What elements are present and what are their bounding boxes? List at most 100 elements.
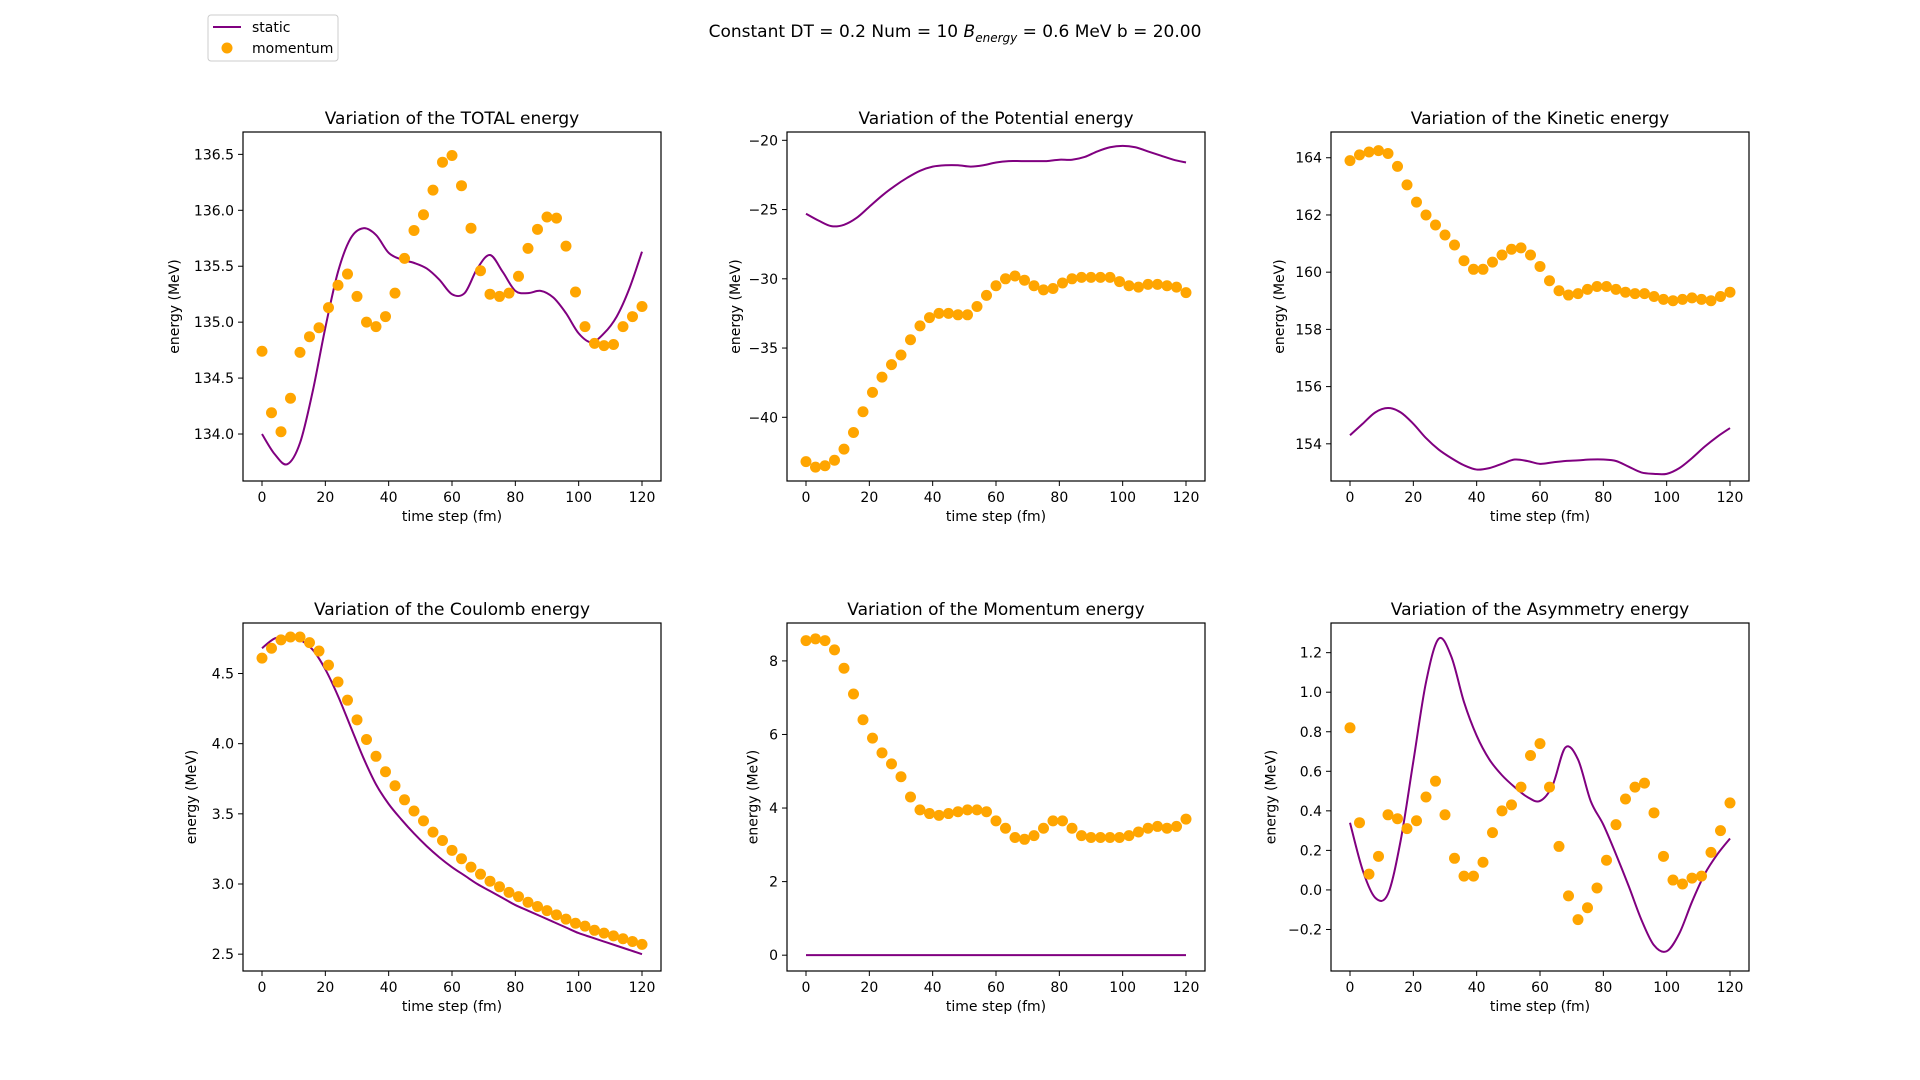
kinetic-momentum-point (1658, 293, 1669, 305)
kinetic-momentum-point (1534, 260, 1546, 272)
coulomb-momentum-point (598, 927, 610, 939)
asymmetry-y-tick-label: 0.6 (1300, 764, 1322, 780)
momentum-y-tick-label: 0 (769, 948, 778, 964)
total-momentum-point (294, 346, 306, 358)
asymmetry-momentum-point (1696, 870, 1707, 882)
potential-momentum-point (1047, 283, 1059, 294)
potential-momentum-point (1123, 280, 1135, 292)
asymmetry-momentum-point (1373, 850, 1384, 862)
kinetic-momentum-point (1506, 243, 1517, 255)
potential-y-tick-label: −35 (748, 341, 778, 357)
kinetic-momentum-point (1382, 147, 1394, 159)
momentum-momentum-point (981, 806, 992, 818)
momentum-momentum-point (1114, 831, 1125, 843)
legend-momentum-swatch (221, 42, 233, 54)
asymmetry-data-area (1344, 636, 1736, 953)
momentum-x-tick-label: 120 (1173, 980, 1200, 996)
potential-y-axis-label: energy (MeV) (728, 259, 744, 353)
asymmetry-momentum-point (1591, 882, 1603, 894)
potential-momentum-point (1038, 284, 1049, 296)
coulomb-x-tick-label: 60 (443, 980, 461, 996)
coulomb-momentum-point (551, 909, 562, 921)
potential-x-tick-label: 0 (802, 490, 811, 506)
total-momentum-point (589, 337, 600, 349)
potential-momentum-point (1152, 278, 1163, 290)
coulomb-momentum-point (418, 815, 429, 827)
momentum-momentum-point (1095, 831, 1106, 843)
coulomb-momentum-point (389, 780, 401, 792)
momentum-title: Variation of the Momentum energy (847, 600, 1144, 620)
coulomb-y-tick-label: 2.5 (212, 947, 234, 963)
asymmetry-x-tick-label: 20 (1404, 980, 1422, 996)
potential-momentum-point (943, 307, 954, 319)
total-momentum-point (266, 407, 277, 419)
momentum-x-axis-label: time step (fm) (946, 999, 1046, 1015)
coulomb-momentum-point (503, 886, 515, 898)
potential-momentum-point (1180, 287, 1192, 299)
momentum-y-tick-label: 8 (769, 654, 778, 670)
asymmetry-momentum-point (1449, 852, 1460, 864)
total-momentum-point (522, 242, 534, 254)
kinetic-momentum-point (1591, 280, 1603, 292)
momentum-y-tick-label: 2 (769, 875, 778, 891)
total-momentum-point (427, 184, 439, 196)
momentum-momentum-point (810, 633, 821, 645)
kinetic-momentum-point (1724, 286, 1736, 298)
total-momentum-point (389, 287, 401, 299)
potential-momentum-point (867, 386, 878, 398)
momentum-momentum-point (1161, 822, 1173, 834)
potential-momentum-point (1085, 271, 1097, 283)
asymmetry-momentum-point (1525, 749, 1536, 761)
asymmetry-y-tick-label: 1.2 (1300, 646, 1322, 662)
momentum-x-tick-label: 80 (1050, 980, 1068, 996)
kinetic-momentum-point (1553, 285, 1565, 297)
asymmetry-momentum-point (1401, 823, 1413, 835)
kinetic-x-axis-label: time step (fm) (1490, 509, 1590, 525)
asymmetry-title: Variation of the Asymmetry energy (1391, 600, 1689, 620)
total-momentum-point (408, 224, 420, 236)
coulomb-momentum-point (589, 924, 600, 936)
total-momentum-point (399, 252, 410, 264)
momentum-momentum-point (914, 804, 926, 816)
potential-title: Variation of the Potential energy (858, 109, 1133, 129)
asymmetry-x-tick-label: 100 (1653, 980, 1680, 996)
asymmetry-momentum-point (1487, 827, 1498, 839)
total-momentum-point (503, 287, 515, 299)
kinetic-momentum-point (1487, 256, 1498, 268)
coulomb-momentum-point (513, 891, 524, 903)
coulomb-static-line (261, 635, 643, 956)
total-y-tick-label: 136.5 (194, 147, 234, 163)
potential-momentum-point (990, 280, 1002, 292)
coulomb-momentum-point (636, 938, 648, 950)
kinetic-momentum-point (1496, 249, 1508, 261)
total-momentum-point (636, 301, 648, 312)
figure-title-before: Constant DT = 0.2 Num = 10 (709, 22, 964, 42)
coulomb-momentum-point (399, 794, 410, 806)
asymmetry-y-tick-label: 0.0 (1300, 883, 1322, 899)
asymmetry-momentum-point (1667, 874, 1679, 886)
asymmetry-momentum-point (1620, 793, 1631, 805)
panel-coulomb-energy: Variation of the Coulomb energy 0 20 40 60 80… (184, 600, 662, 1015)
momentum-momentum-point (1133, 826, 1144, 838)
kinetic-momentum-point (1629, 288, 1641, 300)
coulomb-axes-frame (242, 622, 662, 972)
total-momentum-point (418, 209, 429, 221)
coulomb-momentum-point (560, 913, 572, 925)
coulomb-y-tick-label: 4.5 (212, 667, 234, 683)
legend: static momentum (207, 14, 339, 62)
kinetic-momentum-point (1601, 280, 1612, 292)
total-momentum-point (617, 321, 629, 333)
coulomb-x-tick-label: 0 (258, 980, 267, 996)
momentum-momentum-point (905, 791, 916, 803)
total-x-tick-label: 120 (629, 490, 656, 506)
legend-static-label: static (252, 20, 290, 36)
panel-asymmetry-energy: Variation of the Asymmetry energy 0 20 40 60… (1264, 600, 1750, 1015)
total-momentum-point (551, 212, 562, 224)
kinetic-momentum-point (1639, 288, 1650, 300)
coulomb-momentum-point (361, 733, 372, 745)
asymmetry-momentum-point (1629, 781, 1641, 793)
kinetic-momentum-point (1572, 288, 1584, 300)
total-momentum-point (598, 340, 610, 352)
asymmetry-momentum-point (1458, 870, 1470, 882)
